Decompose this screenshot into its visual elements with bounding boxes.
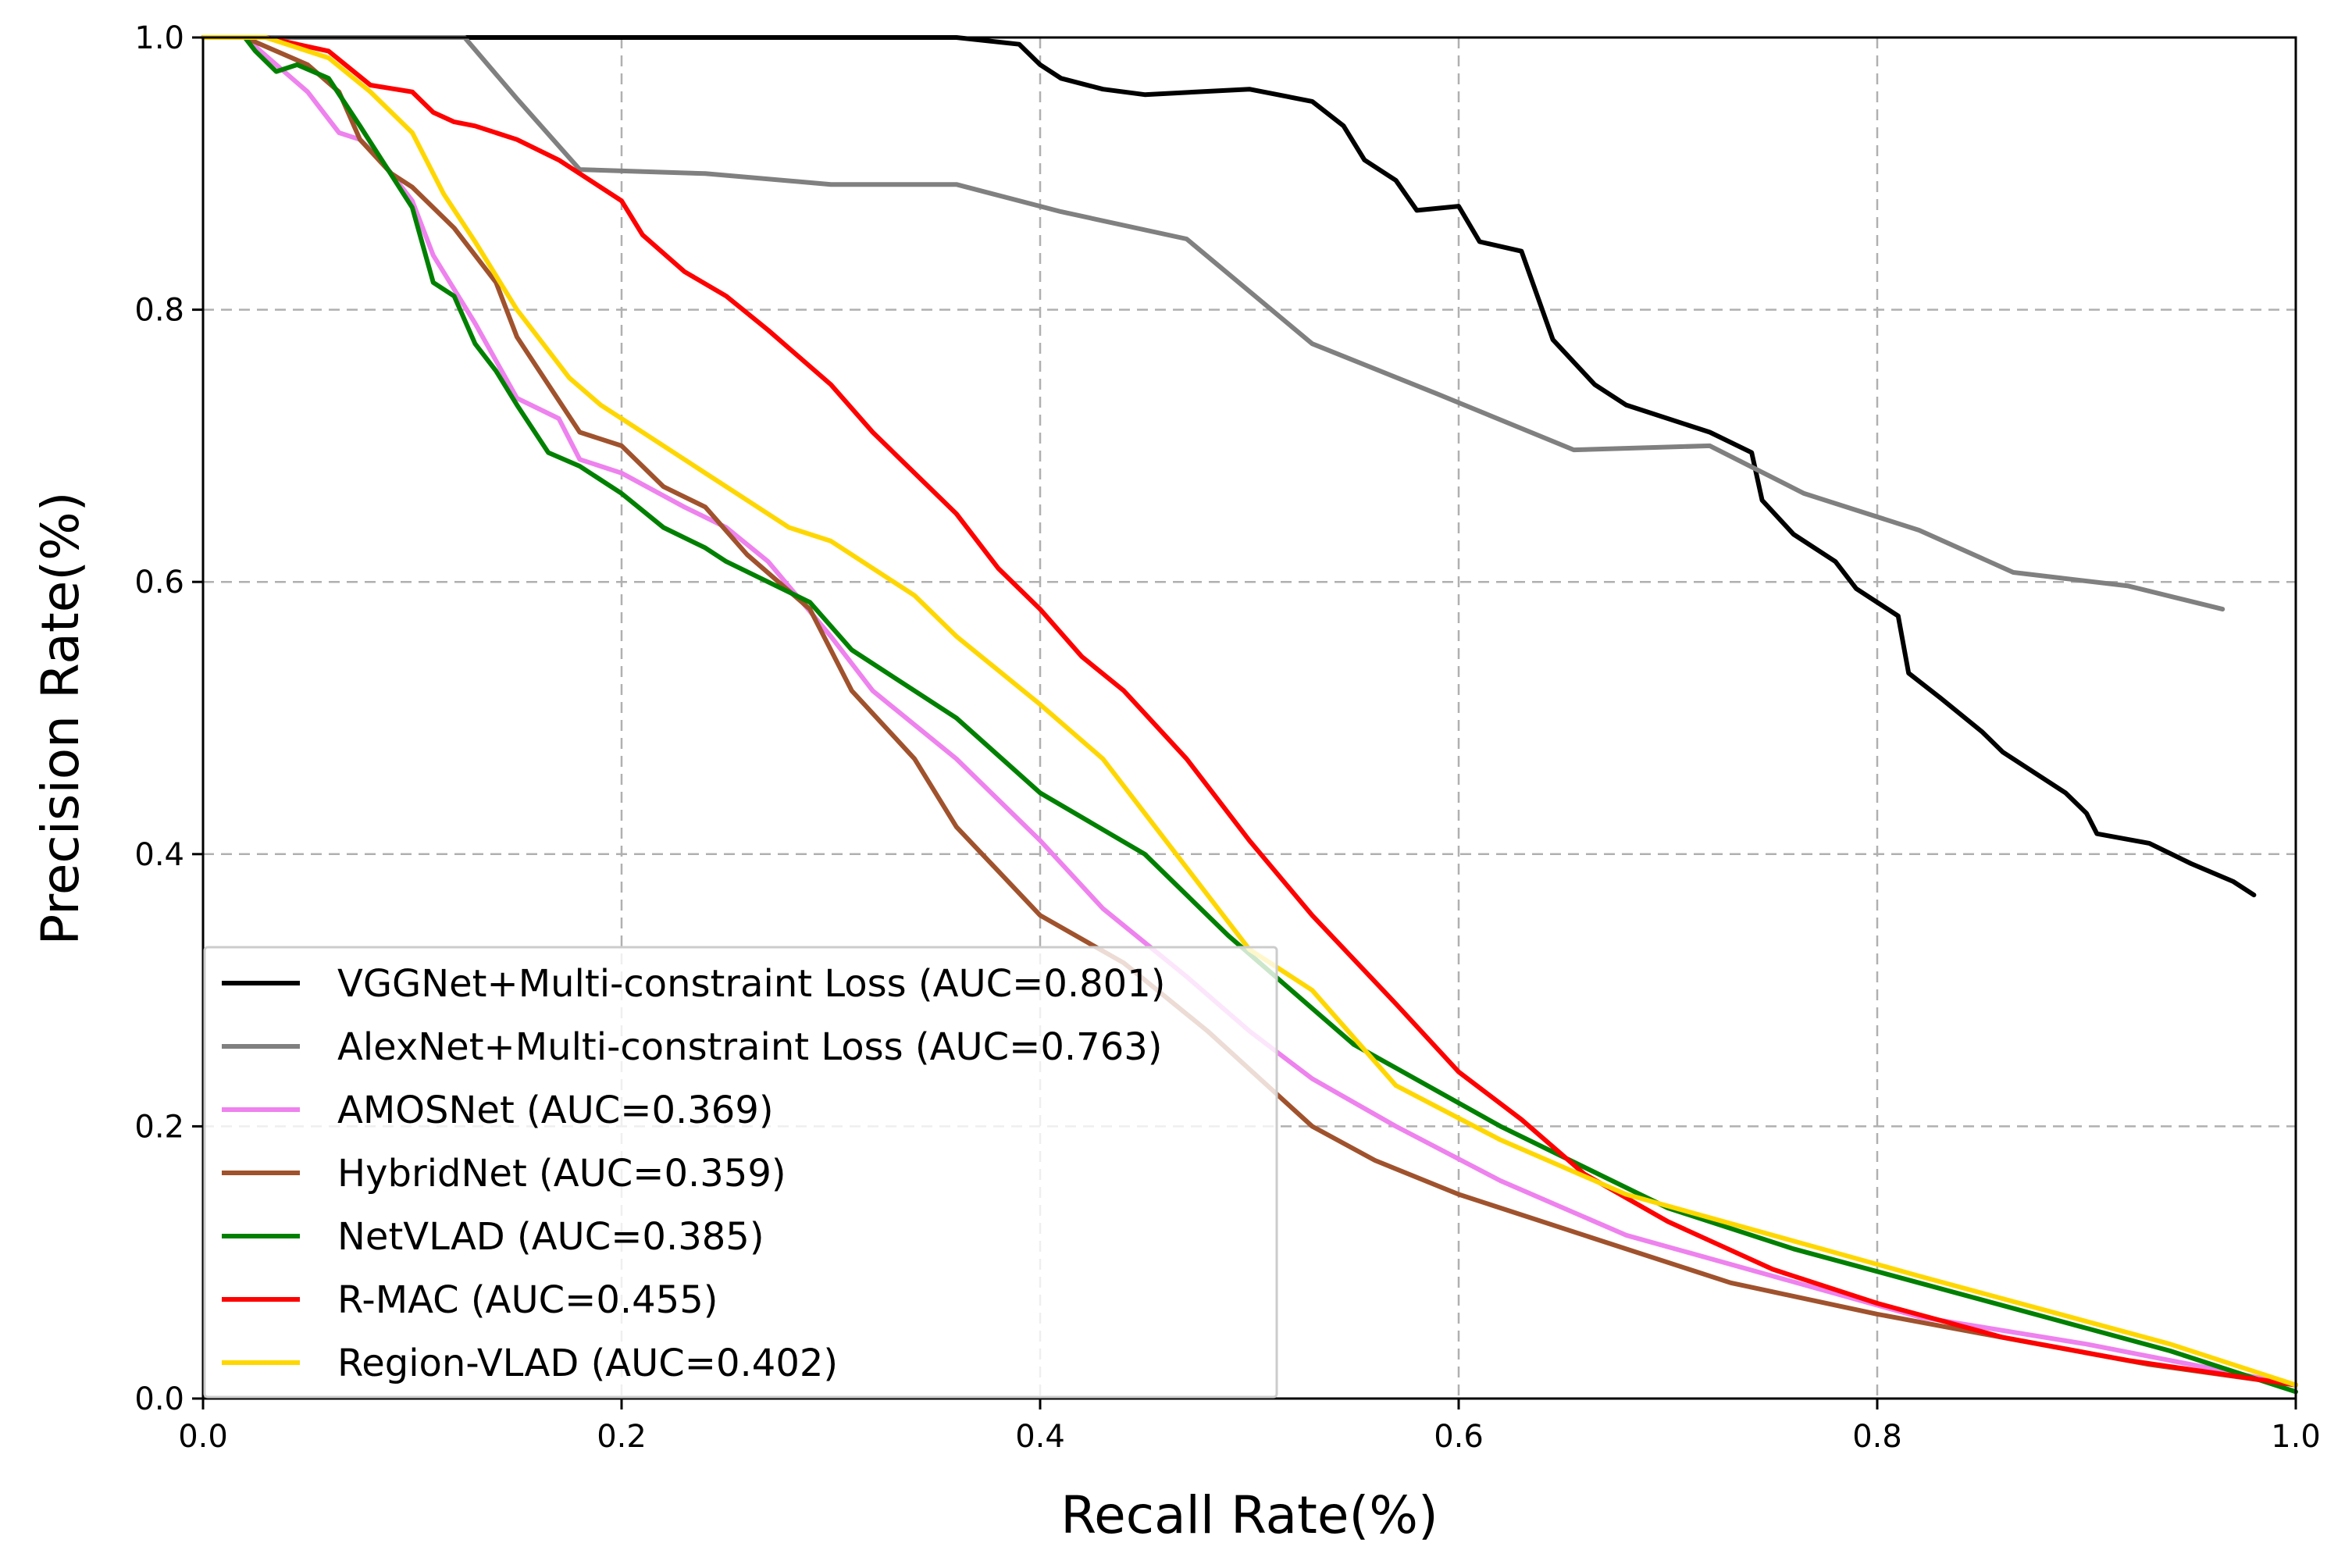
legend: VGGNet+Multi-constraint Loss (AUC=0.801)… [203, 946, 1278, 1399]
legend-label: NetVLAD (AUC=0.385) [337, 1215, 764, 1259]
legend-label: VGGNet+Multi-constraint Loss (AUC=0.801) [337, 962, 1165, 1006]
y-tick-label: 0.6 [134, 565, 184, 600]
plot-frame [201, 36, 2297, 1400]
legend-label: HybridNet (AUC=0.359) [337, 1152, 786, 1196]
series-line-5 [201, 35, 2298, 1395]
y-tick-label: 0.8 [134, 293, 184, 329]
x-tick-label: 1.0 [2271, 1419, 2321, 1455]
series-line-4 [201, 35, 2298, 1388]
series-line-7 [201, 35, 2298, 1388]
legend-label: AlexNet+Multi-constraint Loss (AUC=0.763… [337, 1025, 1163, 1069]
y-tick-label: 0.2 [134, 1109, 184, 1145]
x-axis-title: Recall Rate(%) [1060, 1485, 1438, 1545]
axis-ticks: 0.0 0.2 0.4 0.6 0.8 1.0 0.0 0.2 0.4 0.6 0.8 1.0 [134, 20, 2320, 1455]
x-tick-label: 0.2 [597, 1419, 647, 1455]
legend-label: Region-VLAD (AUC=0.402) [337, 1342, 838, 1385]
x-tick-label: 0.0 [178, 1419, 228, 1455]
legend-box [203, 946, 1278, 1399]
series-lines [201, 35, 2298, 1395]
x-tick-label: 0.6 [1434, 1419, 1484, 1455]
series-line-1 [201, 35, 2257, 898]
legend-label: AMOSNet (AUC=0.369) [337, 1089, 774, 1132]
y-tick-label: 0.0 [134, 1381, 184, 1417]
y-tick-label: 0.4 [134, 837, 184, 873]
y-tick-label: 1.0 [134, 20, 184, 56]
x-tick-label: 0.4 [1015, 1419, 1065, 1455]
y-axis-title: Precision Rate(%) [30, 491, 91, 945]
x-tick-label: 0.8 [1852, 1419, 1902, 1455]
legend-label: R-MAC (AUC=0.455) [337, 1278, 718, 1322]
series-line-2 [201, 35, 2225, 612]
